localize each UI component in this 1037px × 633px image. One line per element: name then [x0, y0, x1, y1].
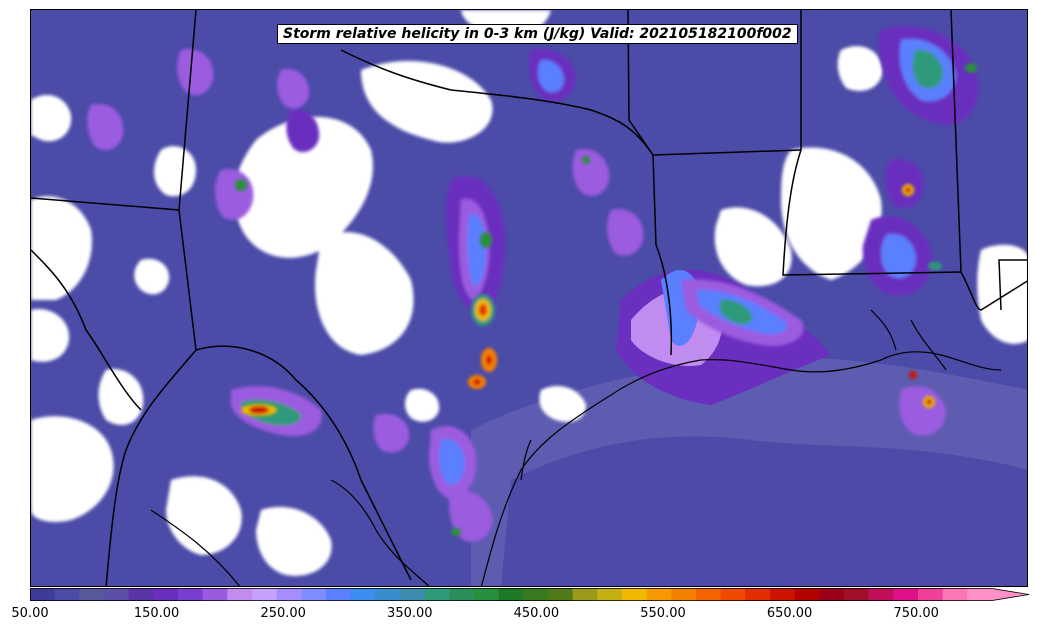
colorbar-swatch	[696, 588, 722, 601]
colorbar-swatch	[770, 588, 796, 601]
colorbar-swatch	[449, 588, 475, 601]
helicity-map	[31, 10, 1027, 586]
colorbar-tick-label: 350.00	[387, 606, 433, 621]
colorbar-swatch	[523, 588, 549, 601]
colorbar-swatch	[868, 588, 894, 601]
colorbar-swatch	[597, 588, 623, 601]
colorbar-swatch	[720, 588, 746, 601]
colorbar-swatch	[844, 588, 870, 601]
colorbar-swatch	[301, 588, 327, 601]
colorbar-tick-label: 550.00	[640, 606, 686, 621]
map-title: Storm relative helicity in 0-3 km (J/kg)…	[277, 24, 798, 44]
colorbar-swatch	[79, 588, 105, 601]
colorbar-swatch	[498, 588, 524, 601]
colorbar-swatch	[646, 588, 672, 601]
colorbar-extend-arrow	[992, 588, 1029, 601]
colorbar-swatch	[424, 588, 450, 601]
river-mexico-border	[150, 479, 430, 586]
colorbar-tick-label: 650.00	[766, 606, 813, 621]
colorbar-swatch	[942, 588, 968, 601]
colorbar-swatch	[572, 588, 598, 601]
colorbar-tick-label: 50.00	[11, 606, 49, 621]
colorbar-swatch	[671, 588, 697, 601]
colorbar-swatch	[202, 588, 228, 601]
coastline	[480, 309, 1002, 586]
colorbar-swatch	[474, 588, 500, 601]
colorbar-tick-label: 450.00	[513, 606, 560, 621]
colorbar-tick-label: 150.00	[133, 606, 180, 621]
colorbar-swatch	[622, 588, 648, 601]
colorbar-swatch	[350, 588, 376, 601]
colorbar	[30, 588, 1030, 601]
state-boundaries	[31, 10, 1027, 586]
colorbar-swatch	[326, 588, 352, 601]
colorbar-swatch	[548, 588, 574, 601]
colorbar-swatch	[178, 588, 204, 601]
colorbar-swatch	[30, 588, 56, 601]
colorbar-swatch	[745, 588, 771, 601]
colorbar-swatch	[153, 588, 179, 601]
colorbar-swatch	[400, 588, 426, 601]
colorbar-border	[30, 588, 1030, 601]
colorbar-tick-label: 250.00	[260, 606, 306, 621]
colorbar-swatch	[128, 588, 154, 601]
colorbar-swatch	[819, 588, 845, 601]
helicity-field	[31, 10, 1027, 586]
colorbar-swatch	[104, 588, 130, 601]
colorbar-swatch	[276, 588, 302, 601]
colorbar-swatch	[893, 588, 919, 601]
colorbar-swatch	[375, 588, 401, 601]
colorbar-tick-label: 750.00	[893, 606, 939, 621]
colorbar-swatch	[227, 588, 253, 601]
map-panel: Storm relative helicity in 0-3 km (J/kg)…	[30, 9, 1028, 587]
colorbar-swatch	[252, 588, 278, 601]
colorbar-swatch	[918, 588, 944, 601]
colorbar-swatch	[54, 588, 80, 601]
colorbar-swatch	[794, 588, 820, 601]
colorbar-swatch	[967, 588, 993, 601]
